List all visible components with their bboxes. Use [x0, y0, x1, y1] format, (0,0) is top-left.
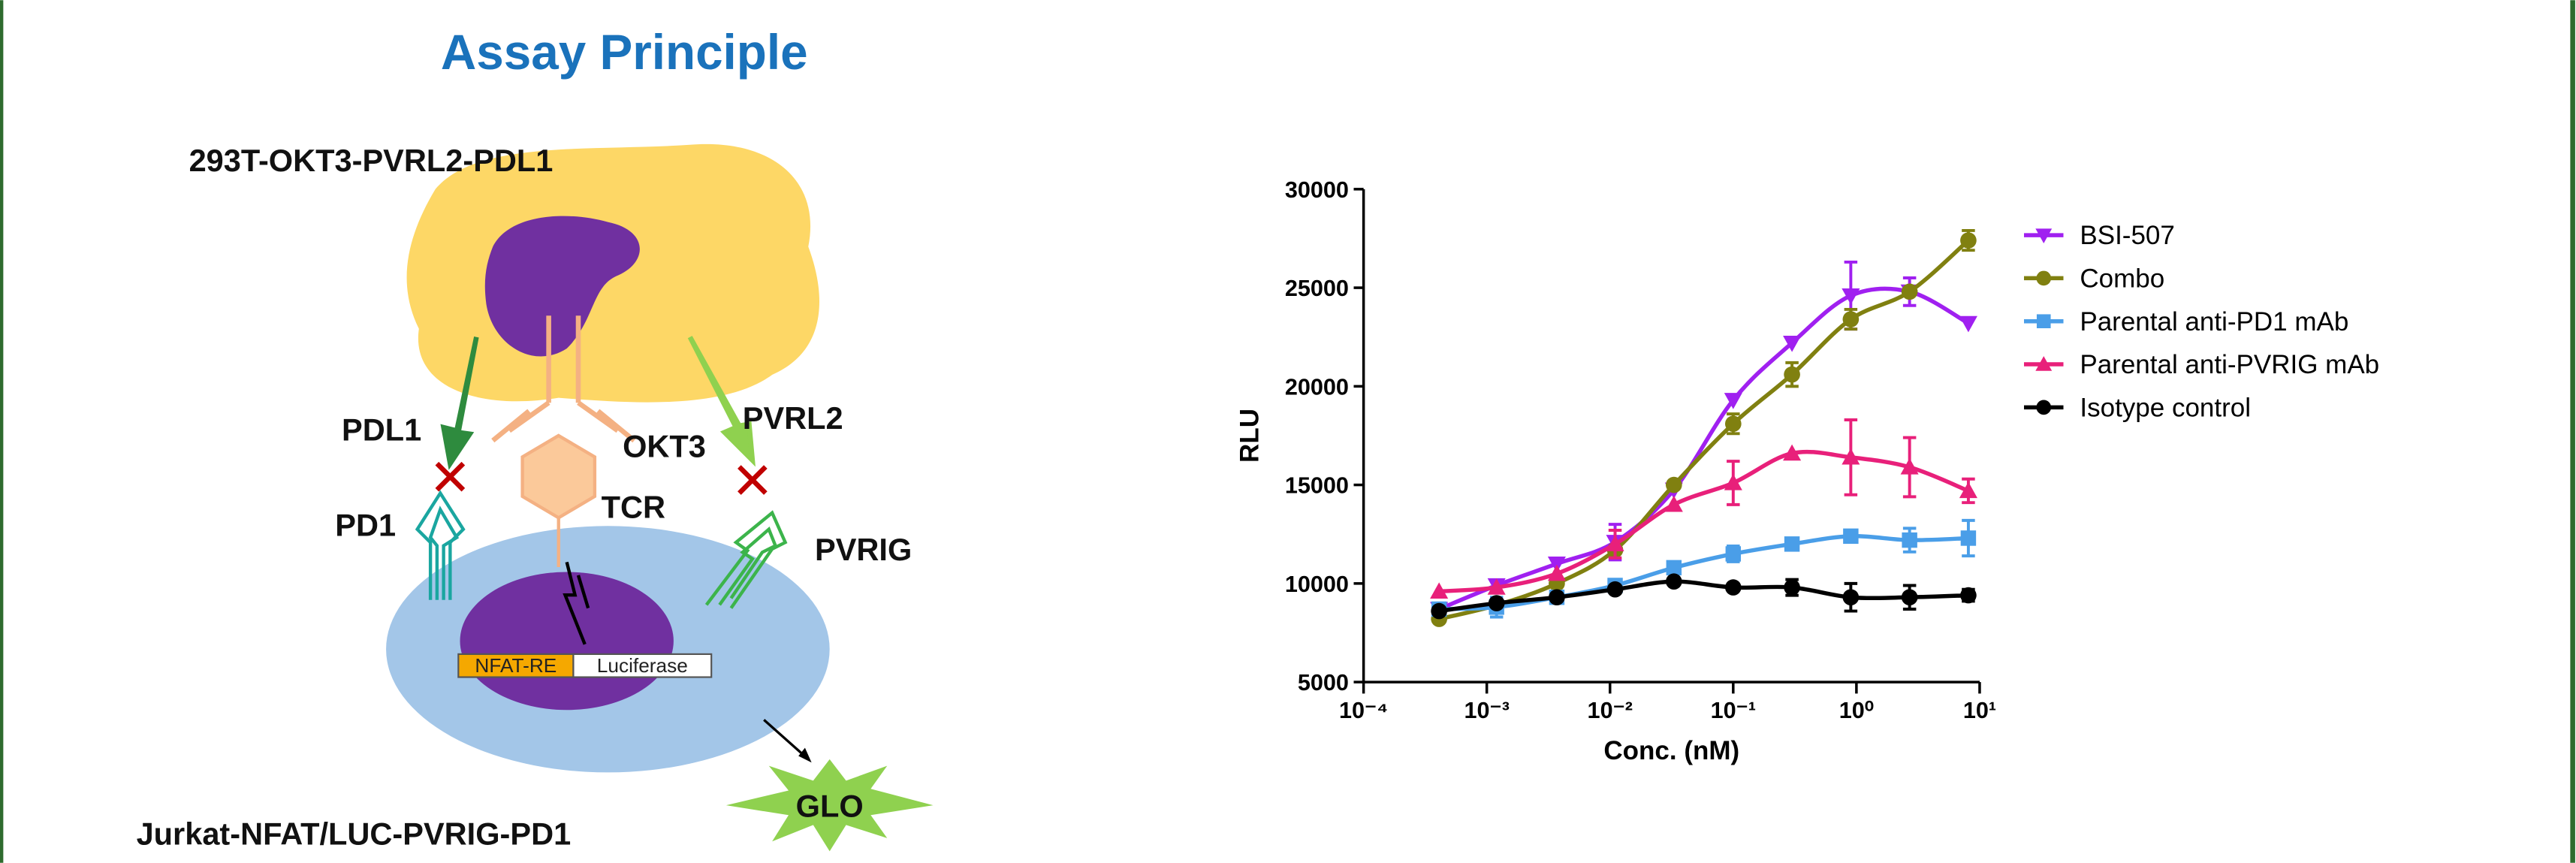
data-point — [1784, 367, 1800, 383]
legend-label: BSI-507 — [2080, 221, 2174, 250]
y-tick-label: 25000 — [1285, 276, 1349, 301]
y-tick-label: 20000 — [1285, 374, 1349, 400]
pvrig-label: PVRIG — [815, 532, 912, 567]
title: Assay Principle — [441, 25, 808, 80]
data-point — [1549, 589, 1565, 605]
data-point — [1902, 589, 1918, 605]
data-point — [1843, 589, 1860, 605]
data-point — [1843, 529, 1858, 544]
y-tick-label: 30000 — [1285, 177, 1349, 203]
glo-label: GLO — [796, 788, 864, 823]
pvrl2-label: PVRL2 — [743, 400, 843, 436]
data-point — [1666, 477, 1682, 493]
x-axis-label: Conc. (nM) — [1603, 736, 1739, 765]
tcr-label: TCR — [602, 489, 665, 524]
y-tick-label: 10000 — [1285, 572, 1349, 597]
x-tick-label: 10⁻³ — [1464, 698, 1509, 723]
data-point — [1489, 595, 1505, 611]
data-point — [1431, 603, 1447, 620]
legend-marker — [2036, 400, 2051, 415]
okt3-label: OKT3 — [623, 428, 706, 463]
data-point — [1902, 533, 1917, 548]
bottom-nucleus — [460, 572, 674, 711]
data-point — [1843, 311, 1860, 327]
data-point — [1607, 581, 1624, 598]
pd1-label: PD1 — [335, 507, 396, 542]
data-point — [1960, 587, 1977, 604]
x-tick-label: 10⁰ — [1839, 698, 1874, 723]
data-point — [1961, 530, 1976, 545]
x-tick-label: 10⁻¹ — [1711, 698, 1756, 723]
legend-label: Parental anti-PD1 mAb — [2080, 307, 2348, 336]
data-point — [1784, 536, 1799, 551]
legend-label: Combo — [2080, 264, 2164, 293]
bottom-cell-label: Jurkat-NFAT/LUC-PVRIG-PD1 — [137, 816, 572, 852]
data-point — [1725, 579, 1742, 596]
legend-label: Parental anti-PVRIG mAb — [2080, 350, 2379, 379]
x-tick-label: 10⁻⁴ — [1339, 698, 1388, 723]
nfat-label: NFAT-RE — [475, 654, 557, 677]
top-cell-label: 293T-OKT3-PVRL2-PDL1 — [189, 143, 554, 178]
data-point — [1902, 284, 1918, 300]
y-axis-label: RLU — [1235, 409, 1265, 463]
data-point — [1960, 232, 1977, 249]
x-tick-label: 10¹ — [1963, 698, 1996, 723]
legend-marker — [2036, 271, 2051, 286]
legend-marker — [2037, 314, 2051, 328]
data-point — [1725, 415, 1742, 432]
x-tick-label: 10⁻² — [1588, 698, 1633, 723]
pdl1-label: PDL1 — [342, 412, 421, 448]
luciferase-label: Luciferase — [597, 654, 688, 677]
data-point — [1784, 579, 1800, 596]
legend-label: Isotype control — [2080, 393, 2251, 422]
y-tick-label: 15000 — [1285, 473, 1349, 499]
page: Assay Principle NFAT-RE Luciferase GLO 2… — [0, 0, 2576, 863]
data-point — [1726, 546, 1741, 561]
y-tick-label: 5000 — [1298, 670, 1349, 696]
data-point — [1666, 573, 1682, 590]
data-point — [1667, 560, 1682, 575]
